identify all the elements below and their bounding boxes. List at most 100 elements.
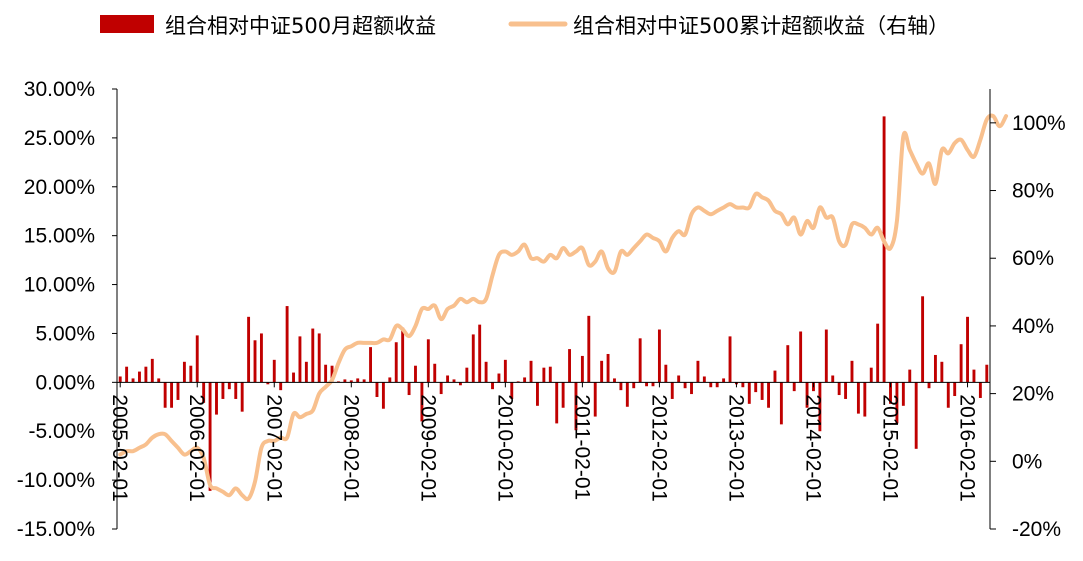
x-axis-tick-label: 2011-02-01 <box>570 394 593 500</box>
axes: 30.00% 25.00% 20.00% 15.00% 10.00% 5.00% 0.00%… <box>17 78 1066 541</box>
bar <box>330 365 334 383</box>
bar <box>253 340 257 383</box>
bar <box>587 315 591 383</box>
left-axis-tick-label: 5.00% <box>35 322 95 345</box>
bar <box>272 359 276 383</box>
left-axis-tick-label: 10.00% <box>24 274 95 297</box>
bar <box>670 382 674 399</box>
bar <box>767 382 770 408</box>
bar <box>574 382 578 431</box>
bar <box>786 345 790 383</box>
left-axis-tick-label: -15.00% <box>17 518 95 541</box>
left-axis-tick-label: 25.00% <box>24 127 95 150</box>
bar <box>856 382 860 414</box>
bar <box>118 376 122 383</box>
right-axis-tick-label: 100% <box>1012 112 1066 135</box>
bar <box>259 333 263 383</box>
bar <box>510 382 514 399</box>
bar <box>324 364 328 383</box>
bar <box>895 382 899 424</box>
bar <box>375 382 379 397</box>
bar <box>818 382 822 432</box>
bar <box>799 331 803 383</box>
bar <box>208 382 212 491</box>
left-axis-tick-label: -5.00% <box>28 420 95 443</box>
bar <box>478 324 482 383</box>
bar <box>677 375 681 383</box>
left-axis-tick-label: -10.00% <box>17 469 95 492</box>
bar <box>927 382 931 389</box>
bar <box>959 344 963 383</box>
bar <box>876 323 880 383</box>
bar <box>414 365 417 383</box>
bar <box>157 378 161 383</box>
bar <box>202 382 206 403</box>
right-axis-tick-label: -20% <box>1012 518 1061 541</box>
bar <box>625 382 629 407</box>
bar <box>266 382 270 385</box>
x-axis-tick-label: 2006-02-01 <box>185 394 208 501</box>
bar <box>349 380 353 383</box>
bar <box>548 366 552 383</box>
bar <box>869 367 873 383</box>
bar <box>388 377 392 383</box>
bar <box>452 379 456 383</box>
bar <box>696 360 700 383</box>
bar <box>182 361 186 383</box>
bar <box>394 342 398 383</box>
bar <box>779 382 783 425</box>
right-axis-tick-label: 80% <box>1012 180 1054 203</box>
bar <box>240 382 244 412</box>
bar <box>304 361 308 383</box>
x-axis-tick-label: 2012-02-01 <box>647 394 670 501</box>
bar <box>702 376 706 383</box>
bar <box>144 366 148 383</box>
bar <box>356 378 360 383</box>
bar <box>426 339 430 383</box>
bar <box>279 382 283 391</box>
bar <box>138 371 141 383</box>
bar <box>844 382 848 399</box>
x-axis-tick-label: 2009-02-01 <box>416 394 439 501</box>
bar <box>921 296 925 383</box>
bar <box>831 375 835 383</box>
bar <box>824 329 828 383</box>
bar <box>645 382 649 387</box>
bar <box>150 358 154 383</box>
bar <box>972 369 976 383</box>
bar <box>728 336 732 383</box>
x-axis-tick-label: 2007-02-01 <box>262 394 285 501</box>
bar <box>933 354 937 383</box>
bar <box>131 378 135 383</box>
line-series <box>118 113 1009 502</box>
bar <box>946 382 950 408</box>
bar <box>362 379 366 383</box>
left-axis-tick-label: 20.00% <box>24 176 95 199</box>
x-axis-tick-label: 2014-02-01 <box>801 394 824 501</box>
bar <box>593 382 597 417</box>
bar <box>317 333 321 383</box>
bar <box>966 316 969 383</box>
cumulative-excess-line <box>118 113 1009 502</box>
bar <box>529 360 533 383</box>
bar <box>285 306 289 383</box>
x-axis-tick-label: 2013-02-01 <box>724 394 747 501</box>
left-axis-tick-label: 0.00% <box>35 371 95 394</box>
right-axis-tick-label: 60% <box>1012 247 1054 270</box>
bar <box>343 379 347 383</box>
bar-series <box>118 116 989 491</box>
bar <box>901 382 905 406</box>
bar <box>889 382 892 404</box>
bar <box>882 116 886 383</box>
bar <box>754 382 758 393</box>
bar <box>439 382 443 395</box>
bar <box>850 360 854 383</box>
bar <box>446 375 450 383</box>
x-axis-tick-labels: 2005-02-01 2006-02-01 2007-02-01 2008-02-01… <box>108 382 979 502</box>
bar <box>369 347 372 383</box>
bar <box>619 382 623 391</box>
bar <box>709 382 713 388</box>
bar <box>401 327 405 383</box>
bar <box>773 370 777 383</box>
